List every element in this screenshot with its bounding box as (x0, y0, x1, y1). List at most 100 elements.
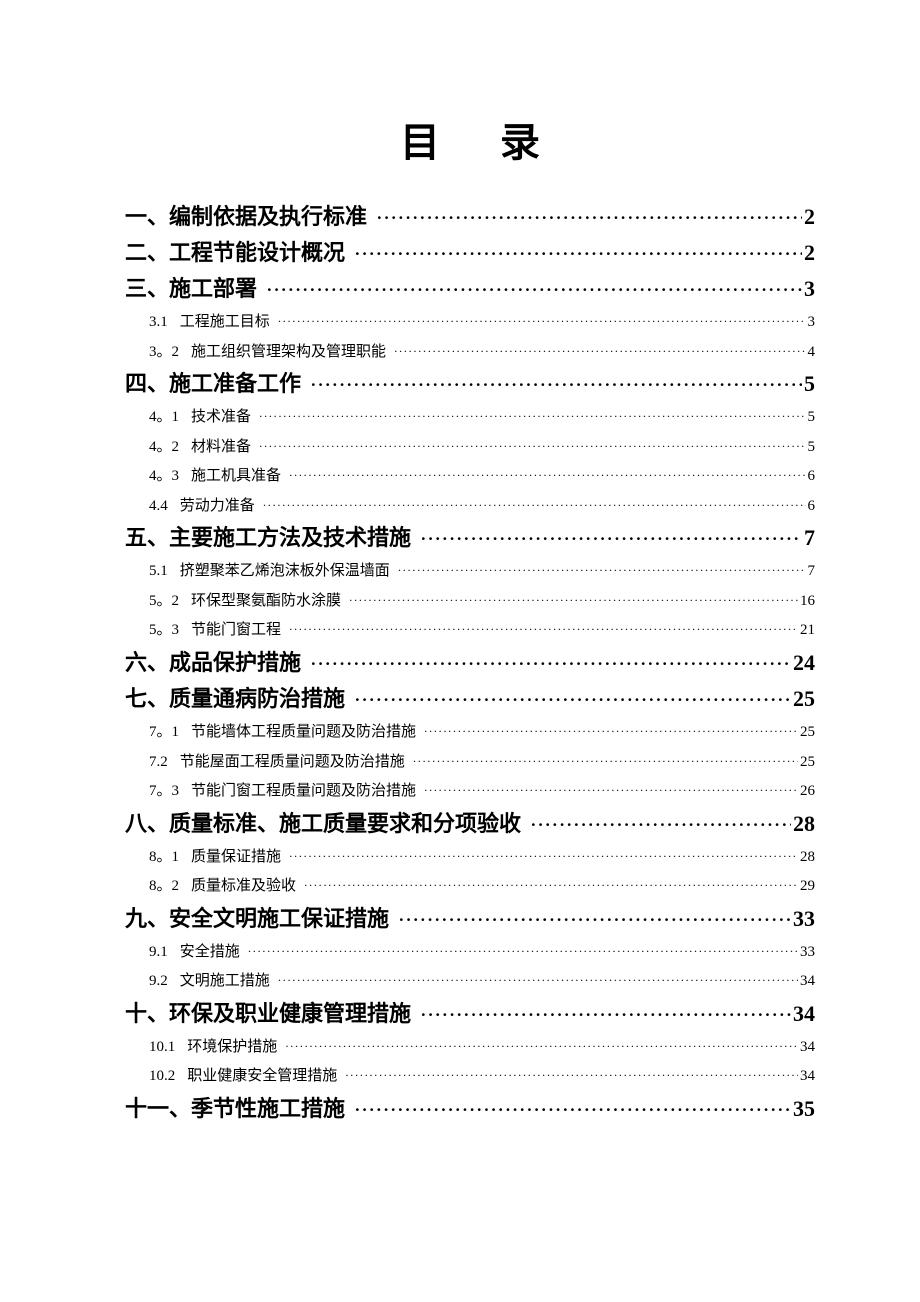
entry-number: 四、 (125, 367, 169, 401)
entry-page-number: 28 (793, 807, 815, 841)
toc-entry-level1: 九、安全文明施工保证措施 ···························… (125, 902, 815, 936)
toc-entry-level1: 十、环保及职业健康管理措施 ··························… (125, 997, 815, 1031)
toc-entry-level1: 六、成品保护措施 ·······························… (125, 646, 815, 680)
toc-entry-level2: 4。3施工机具准备 ······························… (125, 462, 815, 491)
toc-entry-level2: 3.1工程施工目标 ······························… (125, 308, 815, 337)
entry-number: 五、 (125, 521, 169, 555)
entry-title: 节能门窗工程 (191, 616, 281, 645)
entry-page-number: 3 (804, 272, 815, 306)
dot-leader: ········································… (285, 1035, 798, 1058)
dot-leader: ········································… (413, 750, 798, 773)
toc-entry-level1: 七、质量通病防治措施 ·····························… (125, 682, 815, 716)
entry-page-number: 34 (793, 997, 815, 1031)
toc-entry-level1: 三、施工部署 ·································… (125, 272, 815, 306)
entry-number: 5。2 (149, 587, 179, 616)
entry-title: 劳动力准备 (180, 492, 255, 521)
entry-title: 环保型聚氨酯防水涂膜 (191, 587, 341, 616)
dot-leader: ········································… (421, 1002, 791, 1028)
entry-title: 主要施工方法及技术措施 (169, 521, 411, 555)
entry-page-number: 28 (800, 843, 815, 872)
dot-leader: ········································… (311, 372, 802, 398)
dot-leader: ········································… (399, 907, 791, 933)
dot-leader: ········································… (424, 720, 798, 743)
dot-leader: ········································… (349, 589, 798, 612)
entry-page-number: 7 (804, 521, 815, 555)
entry-title: 施工部署 (169, 272, 257, 306)
entry-page-number: 33 (793, 902, 815, 936)
entry-page-number: 7 (808, 557, 816, 586)
toc-entry-level2: 7。1 节能墙体工程质量问题及防治措施 ·····················… (125, 718, 815, 747)
entry-page-number: 34 (800, 1033, 815, 1062)
dot-leader: ········································… (289, 845, 798, 868)
toc-entry-level2: 4。2材料准备 ································… (125, 433, 815, 462)
dot-leader: ········································… (289, 618, 798, 641)
entry-title: 质量标准、施工质量要求和分项验收 (169, 807, 521, 841)
entry-page-number: 26 (800, 777, 815, 806)
entry-page-number: 5 (808, 433, 816, 462)
dot-leader: ········································… (531, 812, 791, 838)
entry-number: 10.1 (149, 1033, 175, 1062)
toc-entry-level2: 10.2 职业健康安全管理措施 ·························… (125, 1062, 815, 1091)
entry-number: 三、 (125, 272, 169, 306)
entry-number: 7。1 (149, 718, 179, 747)
entry-page-number: 24 (793, 646, 815, 680)
entry-title: 工程施工目标 (180, 308, 270, 337)
entry-title: 季节性施工措施 (191, 1092, 345, 1126)
page-title: 目录 (125, 110, 815, 168)
entry-number: 二、 (125, 236, 169, 270)
entry-page-number: 6 (808, 462, 816, 491)
toc-entry-level2: 5。2 环保型聚氨酯防水涂膜 ··························… (125, 587, 815, 616)
entry-title: 施工准备工作 (169, 367, 301, 401)
dot-leader: ········································… (345, 1064, 798, 1087)
entry-title: 工程节能设计概况 (169, 236, 345, 270)
entry-number: 10.2 (149, 1062, 175, 1091)
dot-leader: ········································… (377, 205, 802, 231)
entry-page-number: 34 (800, 1062, 815, 1091)
entry-number: 8。2 (149, 872, 179, 901)
entry-title: 节能墙体工程质量问题及防治措施 (191, 718, 416, 747)
entry-page-number: 5 (804, 367, 815, 401)
toc-entry-level1: 十一、季节性施工措施 ·····························… (125, 1092, 815, 1126)
entry-title: 节能门窗工程质量问题及防治措施 (191, 777, 416, 806)
dot-leader: ········································… (355, 241, 802, 267)
toc-entry-level2: 10.1环境保护措施 ·····························… (125, 1033, 815, 1062)
entry-title: 质量保证措施 (191, 843, 281, 872)
entry-number: 八、 (125, 807, 169, 841)
dot-leader: ········································… (278, 969, 798, 992)
toc-entry-level1: 四、施工准备工作 ·······························… (125, 367, 815, 401)
entry-page-number: 3 (808, 308, 816, 337)
entry-title: 质量标准及验收 (191, 872, 296, 901)
entry-page-number: 33 (800, 938, 815, 967)
entry-number: 4。3 (149, 462, 179, 491)
toc-entry-level2: 3。2施工组织管理架构及管理职能 ·······················… (125, 338, 815, 367)
entry-number: 7。3 (149, 777, 179, 806)
dot-leader: ········································… (355, 687, 791, 713)
entry-page-number: 16 (800, 587, 815, 616)
entry-number: 9.2 (149, 967, 168, 996)
toc-entry-level2: 9.2文明施工措施 ······························… (125, 967, 815, 996)
entry-title: 编制依据及执行标准 (169, 200, 367, 234)
entry-page-number: 25 (793, 682, 815, 716)
entry-number: 一、 (125, 200, 169, 234)
toc-entry-level2: 4.4劳动力准备 ·······························… (125, 492, 815, 521)
toc-entry-level1: 一、编制依据及执行标准 ····························… (125, 200, 815, 234)
entry-page-number: 5 (808, 403, 816, 432)
entry-page-number: 25 (800, 718, 815, 747)
toc-entry-level2: 5。3 节能门窗工程 ······························… (125, 616, 815, 645)
dot-leader: ········································… (394, 340, 806, 363)
entry-page-number: 35 (793, 1092, 815, 1126)
dot-leader: ········································… (259, 435, 806, 458)
dot-leader: ········································… (424, 779, 798, 802)
toc-entry-level2: 4。1技术准备 ································… (125, 403, 815, 432)
dot-leader: ········································… (248, 940, 798, 963)
entry-page-number: 29 (800, 872, 815, 901)
entry-page-number: 21 (800, 616, 815, 645)
toc-entry-level2: 8。1 质量保证措施 ······························… (125, 843, 815, 872)
entry-title: 成品保护措施 (169, 646, 301, 680)
entry-page-number: 4 (808, 338, 816, 367)
entry-number: 8。1 (149, 843, 179, 872)
entry-number: 4.4 (149, 492, 168, 521)
entry-number: 5。3 (149, 616, 179, 645)
entry-title: 职业健康安全管理措施 (187, 1062, 337, 1091)
toc-entry-level2: 9.1安全措施 ································… (125, 938, 815, 967)
